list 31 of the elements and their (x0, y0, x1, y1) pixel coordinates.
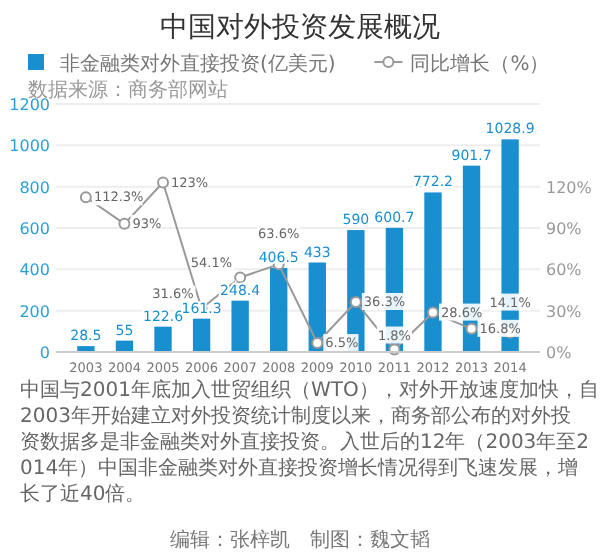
bar (192, 318, 211, 352)
y-tick-label: 0 (39, 344, 50, 362)
y2-tick-label: 60% (546, 261, 583, 280)
y-tick-label: 800 (19, 178, 50, 197)
y-tick-label: 1200 (9, 96, 50, 114)
y2-tick-label: 90% (546, 220, 583, 238)
y2-tick-label: 120% (546, 178, 593, 197)
legend-label: 同比增长（%） (410, 52, 550, 76)
point (234, 271, 247, 284)
chart-title: 中国对外投资发展概况 (160, 12, 440, 44)
point (349, 295, 362, 308)
bar (154, 326, 172, 352)
point (465, 322, 478, 335)
bar (424, 192, 442, 352)
y-tick-label: 400 (19, 261, 50, 280)
point (311, 337, 324, 350)
bar (231, 300, 249, 352)
legend-label: 非金融类对外直接投资(亿美元) (60, 52, 336, 76)
point (157, 176, 170, 189)
y2-tick-label: 0% (546, 344, 573, 362)
text: 编辑：张梓凯 制图：魏文韬 (170, 528, 430, 552)
y-tick-label: 200 (19, 302, 50, 321)
point (426, 306, 439, 319)
point (79, 191, 92, 204)
point (118, 217, 131, 230)
source-note: 数据来源：商务部网站 (28, 78, 228, 102)
y-tick-label: 600 (19, 220, 50, 238)
bar (270, 267, 288, 352)
y-tick-label: 1000 (9, 137, 50, 156)
y2-tick-label: 30% (546, 302, 583, 321)
text: 中国与2001年底加入世贸组织（WTO），对外开放速度加快，自2003年开始建立对外投资统计制度以来，商务部公布的对外投资数据多是非金融类对外直接投资。入世后的12年（2003年至2014年）中国非金融类对外直接投资增长情况得到飞速发展，增长了近40倍。 (20, 378, 599, 506)
